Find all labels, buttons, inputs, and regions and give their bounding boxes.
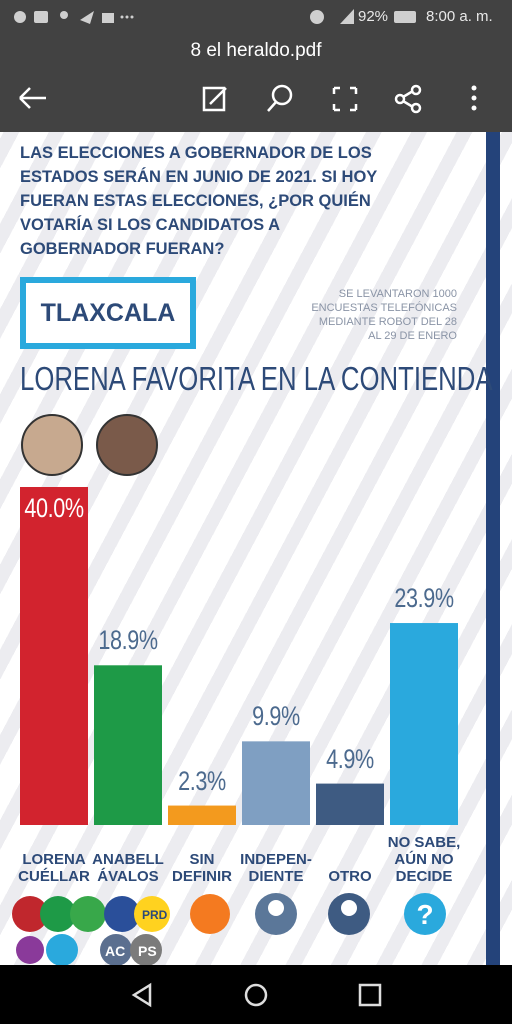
value-label: 23.9% bbox=[394, 583, 454, 614]
note-line: AL 29 DE ENERO bbox=[368, 330, 457, 342]
category-label: INDEPEN-DIENTE bbox=[240, 851, 312, 885]
chart: ? bbox=[12, 414, 458, 965]
bar bbox=[168, 805, 236, 825]
toolbar-icons bbox=[19, 84, 422, 114]
party-label: PRD bbox=[142, 908, 168, 922]
category-label: ANABELL ÁVALOS bbox=[92, 851, 164, 885]
value-label: 9.9% bbox=[252, 701, 300, 732]
question-icon bbox=[404, 893, 446, 935]
bar bbox=[94, 665, 162, 825]
subtitle: LORENA FAVORITA EN LA CONTIENDA bbox=[20, 360, 493, 397]
bar bbox=[390, 623, 458, 825]
party-logo bbox=[190, 894, 230, 934]
clock: 8:00 a. m. bbox=[426, 8, 493, 25]
nav-buttons bbox=[131, 982, 382, 1008]
side-stripe bbox=[486, 132, 500, 965]
battery: 92% bbox=[358, 8, 389, 25]
icons-row: ? bbox=[12, 893, 446, 965]
app-header: 92% 8:00 a. m. 8 el heraldo.pdf bbox=[0, 0, 512, 132]
headline-line: GOBERNADOR FUERAN? bbox=[20, 240, 225, 258]
headline-line: ESTADOS SERÁN EN JUNIO DE 2021. SI HOY bbox=[20, 168, 378, 186]
state-box: TLAXCALA bbox=[20, 277, 196, 349]
party-label: PS bbox=[138, 943, 157, 959]
headline-line: LAS ELECCIONES A GOBERNADOR DE LOS bbox=[20, 144, 372, 162]
category-label: NO SABE, AÚN NO DECIDE bbox=[387, 834, 461, 885]
note-line: ENCUESTAS TELEFÓNICAS bbox=[311, 302, 457, 314]
nav-bar bbox=[0, 965, 512, 1024]
candidate-photo bbox=[21, 414, 83, 476]
svg-text:?: ? bbox=[416, 899, 433, 930]
recents-button[interactable] bbox=[358, 983, 382, 1007]
back-button[interactable] bbox=[131, 982, 152, 1008]
party-label: AC bbox=[105, 943, 126, 959]
bar bbox=[20, 487, 88, 825]
category-label: SIN DEFINIR bbox=[172, 851, 232, 885]
menu-icon[interactable] bbox=[471, 85, 477, 111]
value-label: 18.9% bbox=[98, 625, 158, 656]
state-name: TLAXCALA bbox=[26, 283, 190, 343]
candidate-photo bbox=[96, 414, 158, 476]
value-label: 2.3% bbox=[178, 765, 226, 796]
value-label: 40.0% bbox=[24, 493, 84, 523]
headline-line: VOTARÍA SI LOS CANDIDATOS A bbox=[20, 216, 281, 234]
home-button[interactable] bbox=[244, 983, 268, 1007]
category-label: OTRO bbox=[328, 868, 372, 885]
headline-line: FUERAN ESTAS ELECCIONES, ¿POR QUIÉN bbox=[20, 192, 371, 210]
note-line: SE LEVANTARON 1000 bbox=[338, 288, 457, 300]
note-line: MEDIANTE ROBOT DEL 28 bbox=[318, 316, 457, 328]
notification-icons bbox=[14, 9, 416, 24]
bar bbox=[316, 783, 384, 825]
value-label: 4.9% bbox=[326, 743, 374, 774]
bar bbox=[242, 741, 310, 825]
pdf-page: TLAXCALA LORENA FAVORITA EN LA CONTIENDA… bbox=[0, 132, 512, 965]
category-label: LORENA CUÉLLAR bbox=[18, 851, 90, 885]
file-title: 8 el heraldo.pdf bbox=[190, 40, 322, 61]
header-icons bbox=[14, 9, 477, 114]
